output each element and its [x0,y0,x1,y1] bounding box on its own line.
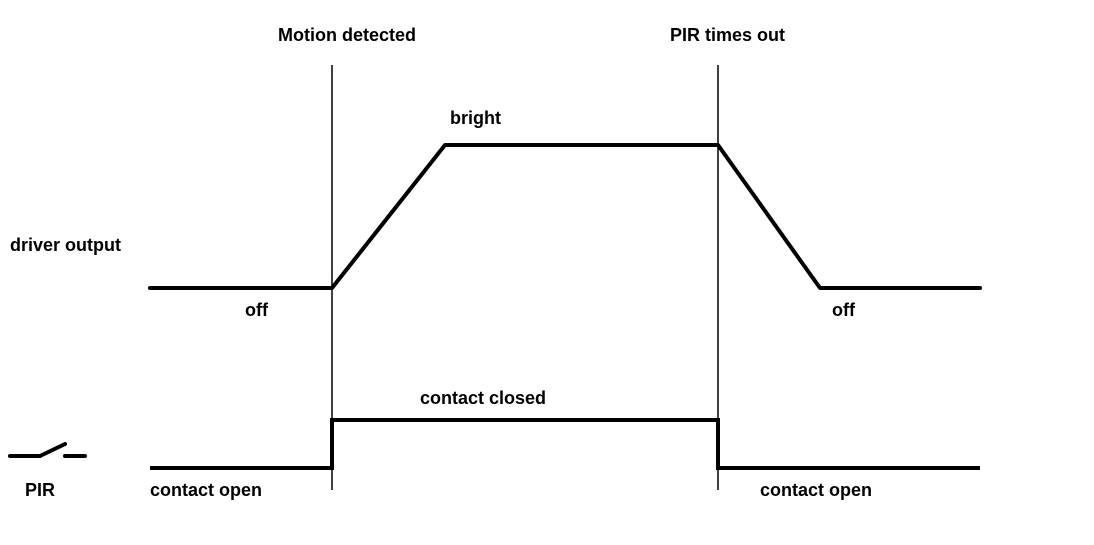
label-contact-open-left: contact open [150,480,262,501]
label-bright: bright [450,108,501,129]
label-off-left: off [245,300,268,321]
label-contact-open-right: contact open [760,480,872,501]
switch-icon [10,444,85,456]
label-pir-times-out: PIR times out [670,25,785,46]
label-contact-closed: contact closed [420,388,546,409]
label-driver-output: driver output [10,235,121,256]
timing-diagram: Motion detected PIR times out bright dri… [0,0,1094,545]
pir-contact-trace [150,420,980,468]
label-motion-detected: Motion detected [278,25,416,46]
diagram-svg [0,0,1094,545]
driver-output-trace [150,145,980,288]
label-pir: PIR [25,480,55,501]
label-off-right: off [832,300,855,321]
